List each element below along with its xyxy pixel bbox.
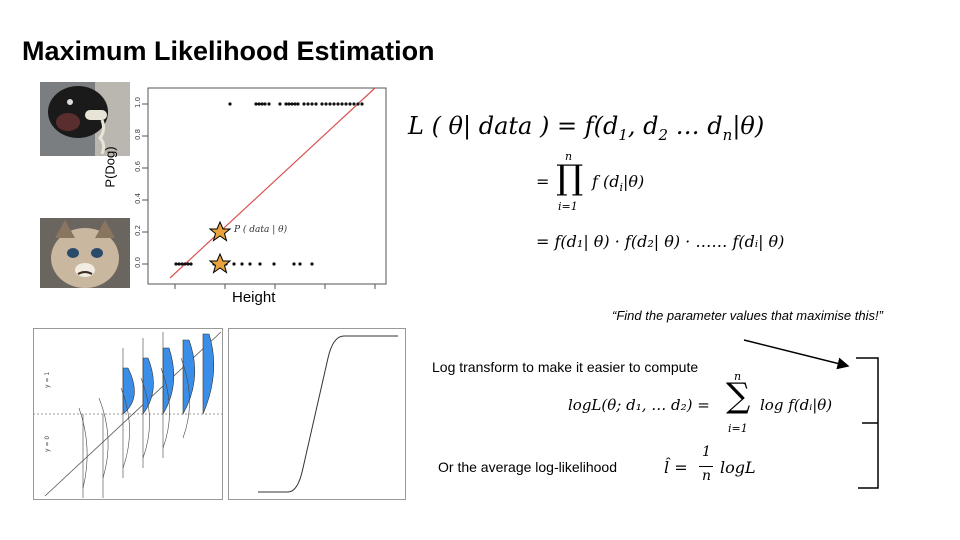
sigmoid-curve (258, 335, 398, 493)
likelihood-equation: L ( θ| data ) = f(d1, d2 … dn|θ) (408, 112, 765, 144)
product-equation: = n ∏ i=1 f (di|θ) (536, 150, 645, 213)
logistic-density-panel: y = 1 y = 0 (33, 328, 223, 500)
y-ticks: 1.0 0.8 0.6 0.4 0.2 0.0 (134, 97, 148, 268)
y-tick-label: 0.8 (134, 129, 142, 140)
y-tick-label: 1.0 (134, 97, 142, 108)
scatter-plot: 1.0 0.8 0.6 0.4 0.2 0.0 P ( data | θ) (134, 87, 387, 289)
y-tick-label: 0.6 (134, 160, 142, 172)
dog-points (228, 102, 364, 106)
regression-line (169, 87, 376, 279)
y-tick-label: 0.2 (134, 225, 142, 236)
pointer-arrow (743, 339, 850, 370)
y-tick-label: 0.4 (134, 192, 142, 204)
slide-title: Maximum Likelihood Estimation (22, 36, 435, 66)
likelihood-annotation: P ( data | θ) (233, 224, 288, 235)
log-likelihood-equation: logL(θ; d₁, … d₂) = n ∑ i=1 log f(dᵢ|θ) (568, 370, 833, 435)
star-marker-lower (208, 252, 232, 274)
y-tick-label: 0.0 (134, 257, 142, 268)
x-ticks (174, 284, 376, 289)
x-axis-label: Height (232, 289, 276, 306)
average-equation: l̂ = 1 n logL (664, 444, 756, 484)
log-transform-text: Log transform to make it easier to compu… (432, 359, 699, 375)
y1-label: y = 1 (44, 372, 51, 388)
maximise-quote: “Find the parameter values that maximise… (612, 308, 883, 323)
y-axis-label: P(Dog) (102, 146, 118, 188)
y0-label: y = 0 (44, 436, 51, 452)
sigmoid-panel (228, 328, 406, 500)
dog-photo (40, 82, 130, 156)
density-outlines (78, 332, 190, 498)
star-marker-upper (208, 220, 232, 242)
average-log-likelihood-text: Or the average log-likelihood (438, 459, 617, 475)
cat-photo (40, 218, 130, 288)
arrow-and-bracket (743, 339, 879, 489)
product-expansion: = f(d₁| θ) · f(d₂| θ) · …… f(dᵢ| θ) (536, 232, 785, 251)
cat-points (174, 262, 314, 266)
